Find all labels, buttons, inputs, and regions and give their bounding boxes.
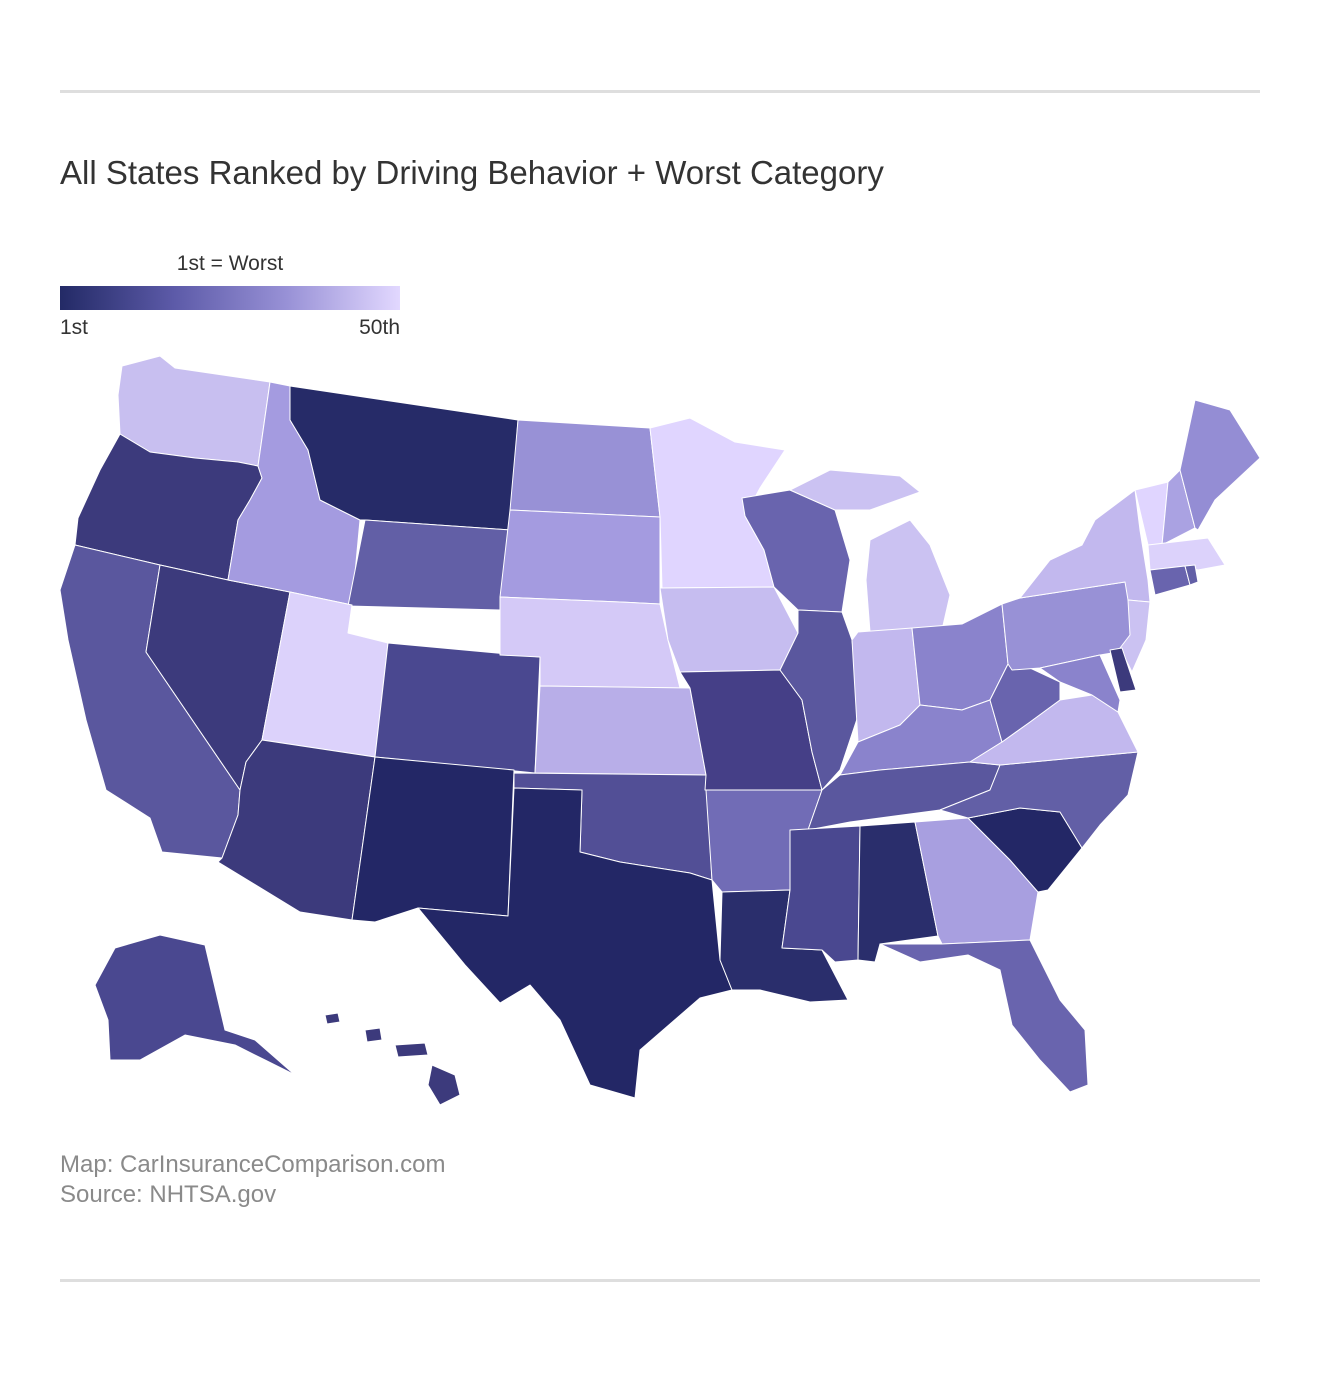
state-md[interactable] [1039, 654, 1121, 713]
state-nj[interactable] [1119, 599, 1151, 673]
state-hi[interactable] [324, 1012, 461, 1106]
state-nd[interactable] [509, 419, 661, 518]
state-co[interactable] [374, 642, 541, 774]
state-nm[interactable] [351, 756, 515, 923]
color-legend: 1st = Worst 1st 50th [60, 250, 400, 342]
state-tx[interactable] [417, 787, 733, 1099]
state-ms[interactable] [781, 825, 861, 963]
state-mi[interactable] [789, 469, 951, 633]
legend-min-label: 1st [60, 316, 89, 339]
state-ct[interactable] [1149, 565, 1191, 596]
state-ak[interactable] [94, 934, 296, 1076]
state-ny[interactable] [1019, 489, 1151, 603]
top-divider [60, 90, 1260, 93]
state-ks[interactable] [534, 685, 707, 776]
state-wy[interactable] [347, 519, 511, 611]
map-title: All States Ranked by Driving Behavior + … [60, 154, 884, 191]
credits: Map: CarInsuranceComparison.com Source: … [60, 1150, 446, 1210]
state-me[interactable] [1179, 399, 1261, 531]
state-fl[interactable] [879, 939, 1089, 1093]
state-ri[interactable] [1184, 564, 1199, 586]
legend-max-label: 50th [359, 316, 400, 339]
state-ia[interactable] [659, 586, 799, 673]
source-credit: Source: NHTSA.gov [60, 1181, 277, 1208]
state-sd[interactable] [499, 509, 661, 605]
bottom-divider [60, 1279, 1260, 1282]
legend-title: 1st = Worst [176, 252, 284, 275]
map-credit: Map: CarInsuranceComparison.com [60, 1151, 446, 1178]
us-choropleth-map [59, 355, 1261, 1106]
state-de[interactable] [1109, 647, 1137, 693]
legend-gradient-bar [60, 286, 400, 310]
states-layer [59, 355, 1261, 1106]
